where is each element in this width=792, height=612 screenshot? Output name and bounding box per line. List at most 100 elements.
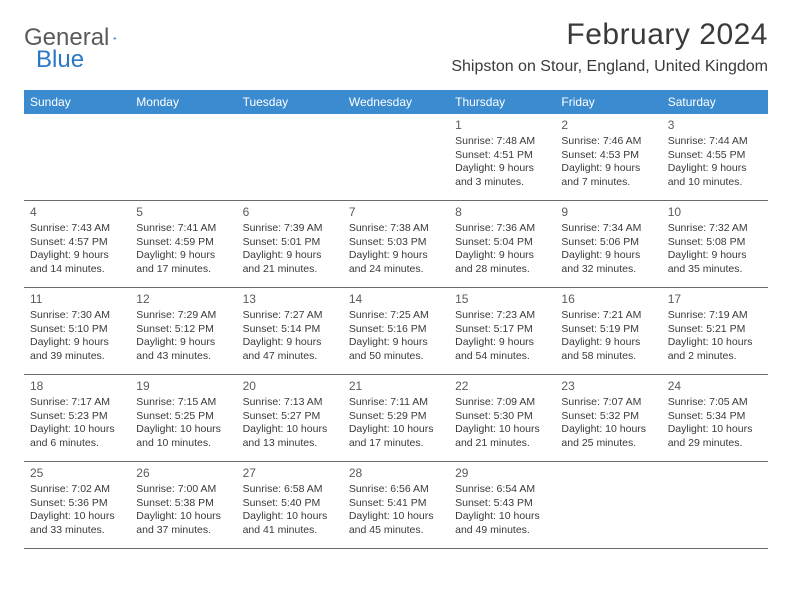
sunset-text: Sunset: 5:10 PM: [30, 323, 124, 336]
day-number: 15: [455, 292, 549, 307]
day-number: 4: [30, 205, 124, 220]
sunrise-text: Sunrise: 7:41 AM: [136, 222, 230, 235]
day-number: 28: [349, 466, 443, 481]
sunrise-text: Sunrise: 7:21 AM: [561, 309, 655, 322]
daylight-text: Daylight: 10 hours and 37 minutes.: [136, 510, 230, 537]
sunrise-text: Sunrise: 7:02 AM: [30, 483, 124, 496]
dayhead-sat: Saturday: [662, 90, 768, 114]
daylight-text: Daylight: 10 hours and 29 minutes.: [668, 423, 762, 450]
day-number: 27: [243, 466, 337, 481]
day-number: 24: [668, 379, 762, 394]
sunset-text: Sunset: 5:38 PM: [136, 497, 230, 510]
sunset-text: Sunset: 5:03 PM: [349, 236, 443, 249]
sunrise-text: Sunrise: 6:56 AM: [349, 483, 443, 496]
sunset-text: Sunset: 5:17 PM: [455, 323, 549, 336]
day-number: 25: [30, 466, 124, 481]
sunset-text: Sunset: 4:59 PM: [136, 236, 230, 249]
sunset-text: Sunset: 5:06 PM: [561, 236, 655, 249]
day-cell: 29Sunrise: 6:54 AMSunset: 5:43 PMDayligh…: [449, 462, 555, 548]
sunrise-text: Sunrise: 7:09 AM: [455, 396, 549, 409]
daylight-text: Daylight: 10 hours and 49 minutes.: [455, 510, 549, 537]
daylight-text: Daylight: 10 hours and 45 minutes.: [349, 510, 443, 537]
sunrise-text: Sunrise: 7:07 AM: [561, 396, 655, 409]
day-cell: 21Sunrise: 7:11 AMSunset: 5:29 PMDayligh…: [343, 375, 449, 461]
sunset-text: Sunset: 4:55 PM: [668, 149, 762, 162]
sunrise-text: Sunrise: 7:48 AM: [455, 135, 549, 148]
title-block: February 2024 Shipston on Stour, England…: [451, 18, 768, 76]
day-cell: 12Sunrise: 7:29 AMSunset: 5:12 PMDayligh…: [130, 288, 236, 374]
empty-cell: [343, 114, 449, 200]
sunset-text: Sunset: 5:27 PM: [243, 410, 337, 423]
day-number: 7: [349, 205, 443, 220]
daylight-text: Daylight: 10 hours and 17 minutes.: [349, 423, 443, 450]
day-cell: 8Sunrise: 7:36 AMSunset: 5:04 PMDaylight…: [449, 201, 555, 287]
week-row: 18Sunrise: 7:17 AMSunset: 5:23 PMDayligh…: [24, 375, 768, 462]
daylight-text: Daylight: 10 hours and 10 minutes.: [136, 423, 230, 450]
dayhead-sun: Sunday: [24, 90, 130, 114]
day-cell: 5Sunrise: 7:41 AMSunset: 4:59 PMDaylight…: [130, 201, 236, 287]
daylight-text: Daylight: 10 hours and 2 minutes.: [668, 336, 762, 363]
daylight-text: Daylight: 9 hours and 14 minutes.: [30, 249, 124, 276]
daylight-text: Daylight: 9 hours and 47 minutes.: [243, 336, 337, 363]
sunrise-text: Sunrise: 6:54 AM: [455, 483, 549, 496]
daylight-text: Daylight: 9 hours and 10 minutes.: [668, 162, 762, 189]
daylight-text: Daylight: 10 hours and 21 minutes.: [455, 423, 549, 450]
calendar-page: General February 2024 Shipston on Stour,…: [0, 0, 792, 561]
sunset-text: Sunset: 5:30 PM: [455, 410, 549, 423]
sunrise-text: Sunrise: 7:23 AM: [455, 309, 549, 322]
sunrise-text: Sunrise: 7:36 AM: [455, 222, 549, 235]
day-number: 16: [561, 292, 655, 307]
dayhead-mon: Monday: [130, 90, 236, 114]
sunrise-text: Sunrise: 7:44 AM: [668, 135, 762, 148]
sunrise-text: Sunrise: 7:32 AM: [668, 222, 762, 235]
day-number: 18: [30, 379, 124, 394]
dayhead-wed: Wednesday: [343, 90, 449, 114]
week-row: 4 Sunrise: 7:43 AMSunset: 4:57 PMDaylight…: [24, 201, 768, 288]
sunrise-text: Sunrise: 7:39 AM: [243, 222, 337, 235]
day-cell: 15 Sunrise: 7:23 AMSunset: 5:17 PMDayligh…: [449, 288, 555, 374]
day-cell: 24Sunrise: 7:05 AMSunset: 5:34 PMDayligh…: [662, 375, 768, 461]
day-number: 12: [136, 292, 230, 307]
daylight-text: Daylight: 9 hours and 50 minutes.: [349, 336, 443, 363]
daylight-text: Daylight: 9 hours and 54 minutes.: [455, 336, 549, 363]
day-cell: 20Sunrise: 7:13 AMSunset: 5:27 PMDayligh…: [237, 375, 343, 461]
sunset-text: Sunset: 5:19 PM: [561, 323, 655, 336]
sunset-text: Sunset: 5:25 PM: [136, 410, 230, 423]
day-cell: 16Sunrise: 7:21 AMSunset: 5:19 PMDayligh…: [555, 288, 661, 374]
day-cell: 2Sunrise: 7:46 AMSunset: 4:53 PMDaylight…: [555, 114, 661, 200]
sunrise-text: Sunrise: 7:11 AM: [349, 396, 443, 409]
dayhead-tue: Tuesday: [237, 90, 343, 114]
sunrise-text: Sunrise: 7:43 AM: [30, 222, 124, 235]
day-number: 3: [668, 118, 762, 133]
sunset-text: Sunset: 5:01 PM: [243, 236, 337, 249]
week-row: 11Sunrise: 7:30 AMSunset: 5:10 PMDayligh…: [24, 288, 768, 375]
sunset-text: Sunset: 5:36 PM: [30, 497, 124, 510]
sunset-text: Sunset: 4:57 PM: [30, 236, 124, 249]
sunset-text: Sunset: 4:53 PM: [561, 149, 655, 162]
day-cell: 11Sunrise: 7:30 AMSunset: 5:10 PMDayligh…: [24, 288, 130, 374]
day-cell: 6Sunrise: 7:39 AMSunset: 5:01 PMDaylight…: [237, 201, 343, 287]
day-number: 21: [349, 379, 443, 394]
daylight-text: Daylight: 9 hours and 39 minutes.: [30, 336, 124, 363]
month-title: February 2024: [451, 18, 768, 52]
dayhead-thu: Thursday: [449, 90, 555, 114]
sunset-text: Sunset: 5:40 PM: [243, 497, 337, 510]
empty-cell: [24, 114, 130, 200]
brand-sail-icon: [113, 30, 117, 46]
sunset-text: Sunset: 5:04 PM: [455, 236, 549, 249]
sunset-text: Sunset: 4:51 PM: [455, 149, 549, 162]
day-number: 23: [561, 379, 655, 394]
daylight-text: Daylight: 10 hours and 33 minutes.: [30, 510, 124, 537]
day-number: 2: [561, 118, 655, 133]
header: General February 2024 Shipston on Stour,…: [24, 18, 768, 76]
sunrise-text: Sunrise: 7:17 AM: [30, 396, 124, 409]
day-cell: 3 Sunrise: 7:44 AMSunset: 4:55 PMDaylight…: [662, 114, 768, 200]
daylight-text: Daylight: 9 hours and 7 minutes.: [561, 162, 655, 189]
sunrise-text: Sunrise: 7:25 AM: [349, 309, 443, 322]
day-cell: 18Sunrise: 7:17 AMSunset: 5:23 PMDayligh…: [24, 375, 130, 461]
sunrise-text: Sunrise: 7:30 AM: [30, 309, 124, 322]
brand-part2: Blue: [36, 46, 84, 74]
day-number: 6: [243, 205, 337, 220]
daylight-text: Daylight: 9 hours and 3 minutes.: [455, 162, 549, 189]
day-number: 14: [349, 292, 443, 307]
